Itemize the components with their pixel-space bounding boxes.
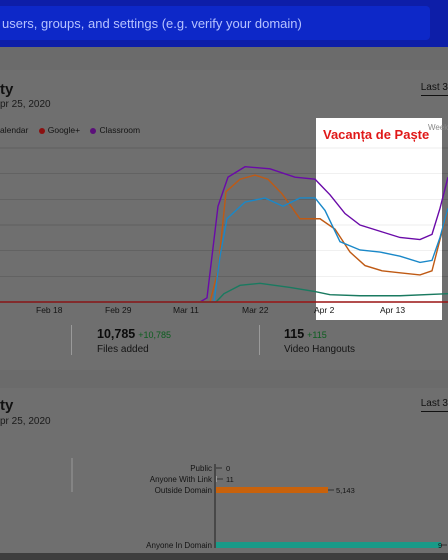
card-title: ty (0, 397, 14, 414)
legend-dot-icon (90, 127, 97, 134)
legend-item-calendar[interactable]: alendar (0, 125, 29, 135)
legend-dot-icon (38, 127, 45, 134)
files-added-value: 10,785 +10,785 (97, 327, 172, 341)
series-line-0 (0, 166, 448, 303)
bar-value-label: 9 (438, 541, 443, 550)
date-range-selector[interactable]: Last 3 (420, 82, 448, 96)
chart-legend: alendar Google+ Classroom (0, 125, 140, 135)
chart-series (0, 166, 448, 303)
bar-value-label: 5,143 (336, 486, 355, 495)
x-tick-label: Feb 29 (105, 305, 132, 315)
bar-value-label: 0 (226, 464, 231, 473)
x-tick-label: Feb 18 (36, 305, 63, 315)
bar-1 (216, 476, 217, 482)
vacation-overlay (316, 118, 442, 320)
video-hangouts-value: 115 +115 (284, 327, 327, 341)
stat-divider (259, 325, 260, 355)
search-input[interactable]: users, groups, and settings (e.g. verify… (2, 16, 302, 31)
series-line-1 (0, 174, 448, 303)
bar-category-label: Anyone In Domain (146, 541, 212, 550)
bar-3 (216, 542, 441, 548)
bar-category-label: Public (190, 464, 212, 473)
bar-value-label: 11 (226, 475, 234, 484)
chart-gridlines-overlay (316, 147, 442, 303)
search-box[interactable]: users, groups, and settings (e.g. verify… (0, 6, 430, 40)
legend-item-classroom[interactable]: Classroom (82, 125, 140, 135)
files-added-delta: +10,785 (138, 330, 172, 340)
top-bar: users, groups, and settings (e.g. verify… (0, 0, 448, 47)
files-added-label: Files added (97, 344, 149, 355)
bar-chart-bars (216, 467, 447, 548)
stat-divider (71, 325, 72, 355)
x-tick-label: Mar 22 (242, 305, 269, 315)
video-hangouts-label: Video Hangouts (284, 344, 355, 355)
bar-category-label: Anyone With Link (149, 475, 212, 484)
series-line-2 (0, 197, 448, 303)
x-tick-label: Mar 11 (173, 305, 199, 315)
page-bottom-edge (0, 553, 448, 560)
vacation-overlay-label: Vacanța de Paște (323, 127, 430, 142)
x-tick-label: Apr 2 (314, 305, 335, 315)
legend-item-googleplus[interactable]: Google+ (31, 125, 80, 135)
video-hangouts-delta: +115 (307, 330, 327, 340)
card-date-subtitle: pr 25, 2020 (0, 416, 51, 427)
granularity-label[interactable]: Week (428, 123, 448, 132)
series-line-3 (0, 282, 448, 303)
card-date-subtitle: pr 25, 2020 (0, 99, 51, 110)
date-range-selector[interactable]: Last 3 (420, 398, 448, 412)
bar-2 (216, 487, 328, 493)
card-title: ty (0, 81, 14, 98)
x-tick-label: Apr 13 (380, 305, 406, 315)
sharing-card (0, 388, 448, 560)
bar-category-label: Outside Domain (154, 486, 212, 495)
